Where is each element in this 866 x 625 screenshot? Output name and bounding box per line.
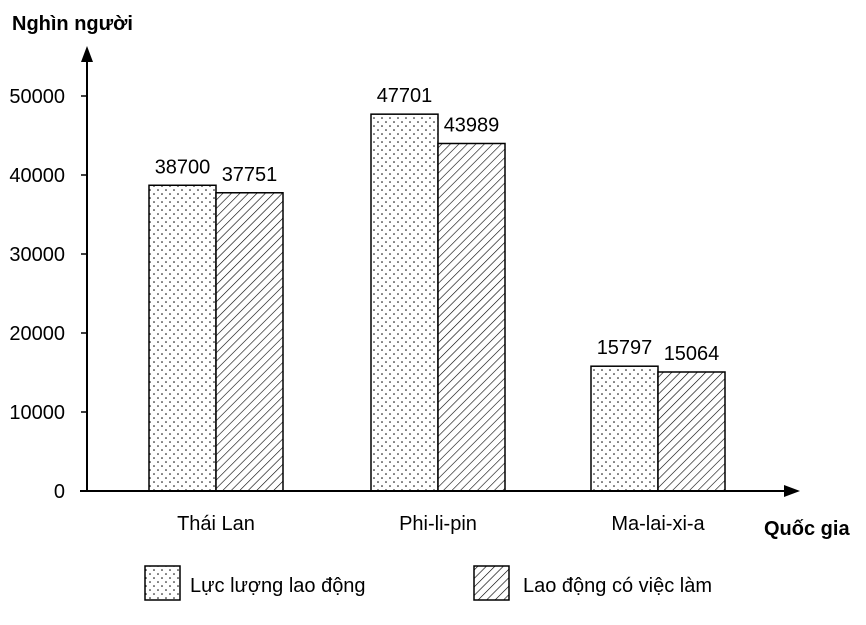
legend-label: Lực lượng lao động — [190, 575, 366, 597]
y-axis-arrow — [81, 46, 93, 62]
y-tick-label: 50000 — [9, 86, 65, 108]
legend-swatch-hatch — [473, 565, 510, 601]
x-axis-title: Quốc gia — [764, 518, 850, 540]
data-label: 15797 — [597, 337, 653, 359]
bar-hatch — [215, 192, 284, 492]
legend-swatch-dots — [144, 565, 181, 601]
bar-dots — [148, 184, 217, 492]
y-tick-label: 10000 — [9, 402, 65, 424]
data-labels: 38700 37751 47701 43989 15797 15064 — [155, 85, 720, 365]
bar-hatch — [437, 142, 506, 492]
data-label: 43989 — [444, 114, 500, 136]
x-axis-arrow — [784, 485, 800, 497]
bar-dots — [370, 113, 439, 492]
x-category-label: Ma-lai-xi-a — [611, 513, 705, 535]
x-category-label: Phi-li-pin — [399, 513, 477, 535]
x-axis-categories: Thái Lan Phi-li-pin Ma-lai-xi-a — [177, 513, 705, 535]
y-tick-label: 40000 — [9, 165, 65, 187]
bar-hatch — [657, 371, 726, 492]
legend: Lực lượng lao động Lao động có việc làm — [144, 565, 712, 601]
x-category-label: Thái Lan — [177, 513, 255, 535]
data-label: 15064 — [664, 343, 720, 365]
bars — [148, 113, 726, 492]
y-axis-title: Nghìn người — [12, 13, 133, 35]
data-label: 37751 — [222, 164, 278, 186]
legend-label: Lao động có việc làm — [523, 575, 712, 597]
data-label: 47701 — [377, 85, 433, 107]
y-axis-ticks: 0 10000 20000 30000 40000 50000 — [9, 86, 87, 503]
y-tick-label: 30000 — [9, 244, 65, 266]
y-tick-label: 20000 — [9, 323, 65, 345]
y-tick-label: 0 — [54, 481, 65, 503]
data-label: 38700 — [155, 156, 211, 178]
bar-dots — [590, 365, 659, 492]
